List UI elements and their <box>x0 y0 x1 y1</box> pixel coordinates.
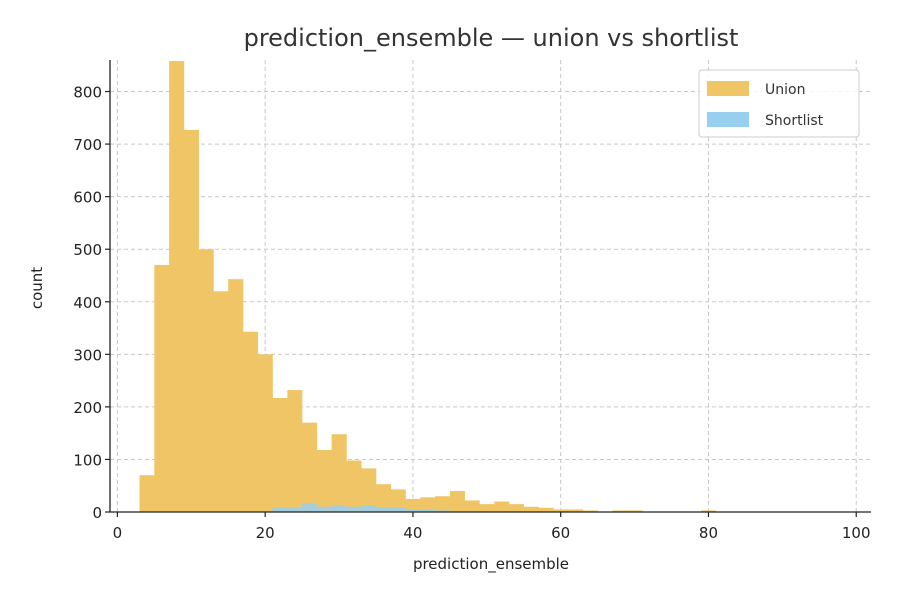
legend: Union Shortlist <box>698 69 860 138</box>
bar-union <box>508 504 525 512</box>
bar-union <box>538 507 554 512</box>
bar-shortlist <box>375 507 392 512</box>
bar-union <box>479 504 495 512</box>
bar-union <box>568 509 584 512</box>
bar-union <box>331 434 347 512</box>
legend-label-shortlist: Shortlist <box>765 113 824 129</box>
legend-label-union: Union <box>765 82 805 98</box>
bar-union <box>361 468 377 512</box>
bar-union <box>316 449 332 512</box>
bar-shortlist <box>272 507 288 512</box>
bar-union <box>390 489 406 512</box>
y-tick-label: 400 <box>73 294 102 312</box>
bar-union <box>464 500 480 512</box>
bar-union <box>228 279 244 512</box>
bar-shortlist <box>361 505 377 512</box>
bar-union <box>346 460 362 512</box>
x-tick-label: 0 <box>113 524 123 542</box>
x-tick-label: 80 <box>699 524 718 542</box>
y-tick-label: 800 <box>73 84 102 102</box>
y-tick-label: 100 <box>73 451 102 469</box>
bar-union <box>287 390 303 512</box>
bar-union <box>198 249 214 513</box>
bar-union <box>435 496 451 512</box>
bar-union <box>405 498 421 512</box>
bar-shortlist <box>346 506 362 512</box>
bar-union <box>494 501 510 512</box>
bar-union <box>627 510 643 512</box>
bar-union <box>242 331 259 512</box>
bar-shortlist <box>420 509 436 512</box>
bar-union <box>582 510 598 512</box>
bar-union <box>139 475 155 512</box>
y-axis-label: count <box>28 267 46 309</box>
bar-shortlist <box>287 507 303 512</box>
bars-layer <box>139 61 717 513</box>
bar-union <box>523 506 539 512</box>
bar-shortlist <box>316 506 332 512</box>
axes-layer: 0 20 40 60 80 100 0 100 200 300 400 500 600 700 800 <box>73 60 871 542</box>
bar-shortlist <box>331 505 347 512</box>
y-tick-label: 0 <box>92 504 102 522</box>
bar-union <box>553 509 569 512</box>
legend-swatch-shortlist <box>707 112 749 127</box>
legend-swatch-union <box>707 81 749 96</box>
y-tick-label: 500 <box>73 241 102 259</box>
x-axis-label: prediction_ensemble <box>413 555 569 574</box>
bar-union <box>169 61 185 513</box>
bar-union <box>272 397 288 512</box>
bar-union <box>302 422 318 512</box>
bar-union <box>701 510 717 512</box>
bar-union <box>213 291 229 512</box>
bar-union <box>420 497 436 512</box>
bar-shortlist <box>302 503 318 512</box>
bar-union <box>449 490 465 512</box>
y-tick-label: 700 <box>73 136 102 154</box>
x-tick-label: 40 <box>403 524 422 542</box>
bar-union <box>612 510 628 512</box>
y-tick-label: 300 <box>73 346 102 364</box>
bar-union <box>257 354 273 512</box>
bar-shortlist <box>405 509 421 512</box>
y-tick-label: 200 <box>73 399 102 417</box>
bar-union <box>154 264 170 512</box>
bar-union <box>183 129 199 512</box>
x-tick-label: 60 <box>551 524 570 542</box>
bar-shortlist <box>390 507 406 512</box>
bar-union <box>375 484 392 512</box>
y-tick-label: 600 <box>73 189 102 207</box>
x-tick-label: 100 <box>842 524 871 542</box>
bar-shortlist <box>435 510 451 512</box>
x-tick-label: 20 <box>256 524 275 542</box>
chart-title: prediction_ensemble — union vs shortlist <box>244 24 739 52</box>
